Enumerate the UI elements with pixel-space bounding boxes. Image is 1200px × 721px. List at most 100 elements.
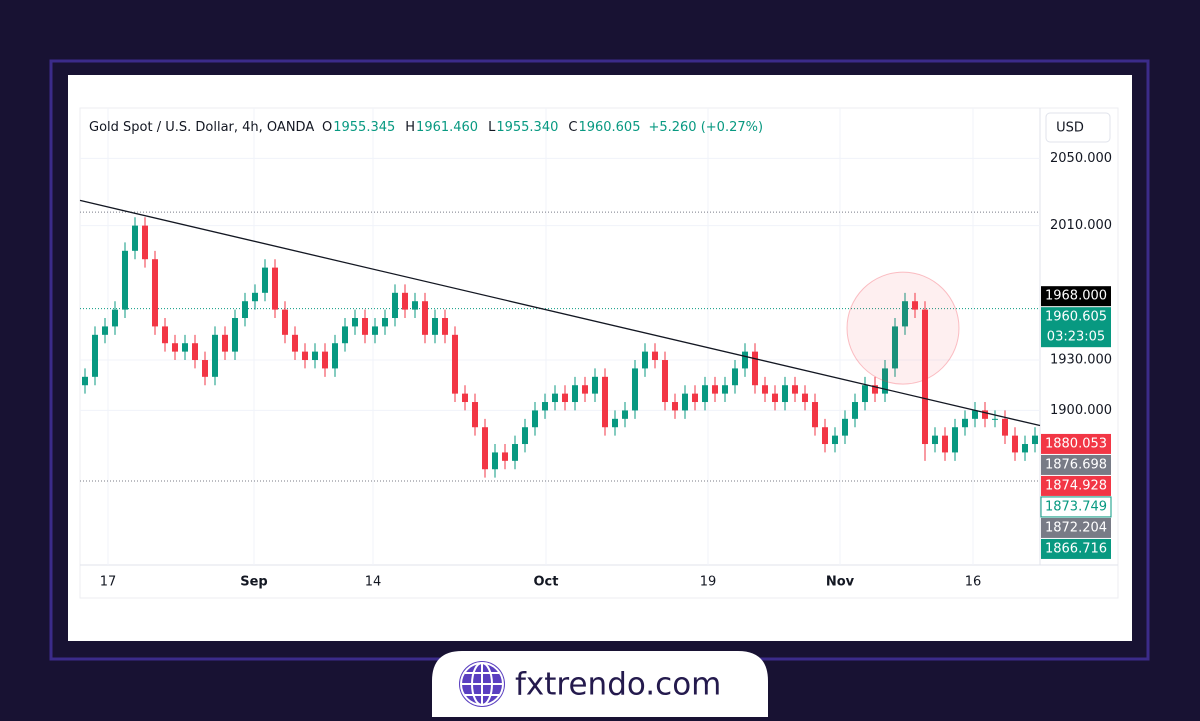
- candle-body: [732, 368, 738, 386]
- candle-body: [912, 301, 918, 310]
- price-tag: [1041, 538, 1111, 559]
- legend-key: O: [322, 120, 332, 135]
- candle-body: [662, 360, 668, 403]
- candle-body: [522, 427, 528, 445]
- candle-body: [192, 343, 198, 361]
- legend-value: 1955.345: [333, 120, 395, 135]
- currency[interactable]: USD: [1056, 121, 1084, 136]
- candle-body: [252, 292, 258, 302]
- x-tick-label: 16: [965, 575, 982, 590]
- price-tag-label: 1880.053: [1045, 436, 1107, 451]
- panel: [68, 75, 1132, 641]
- chart-border: [79, 107, 1119, 599]
- candle-body: [742, 351, 748, 369]
- x-tick-label: 14: [365, 575, 382, 590]
- candle-body: [542, 402, 548, 411]
- price-tag-timer: 03:23:05: [1047, 330, 1105, 345]
- plot: 1900.000 1930.000 2010.000 2050.000 17 Sep 14 O…: [79, 108, 1112, 590]
- candle-body: [702, 385, 708, 403]
- candle-body: [952, 427, 958, 453]
- candle-body: [562, 393, 568, 403]
- candle-body: [422, 301, 428, 335]
- candle-body: [982, 410, 988, 419]
- price-tag-label: 1866.716: [1045, 541, 1107, 556]
- candle-body: [292, 334, 298, 352]
- legend-key: L: [488, 120, 496, 135]
- candle-body: [682, 393, 688, 411]
- price-tag: [1041, 307, 1111, 348]
- candle-body: [452, 334, 458, 394]
- legend-value: 1955.340: [496, 120, 558, 135]
- price-tag: [1040, 496, 1112, 518]
- candle-body: [102, 326, 108, 335]
- candle-body: [222, 334, 228, 352]
- candle-body: [112, 309, 118, 327]
- candle-body: [782, 385, 788, 403]
- candle-body: [722, 385, 728, 394]
- candle-body: [512, 444, 518, 461]
- candle-body: [652, 351, 658, 361]
- candle-body: [1012, 435, 1018, 453]
- candle-body: [202, 360, 208, 377]
- candle-body: [212, 334, 218, 377]
- candle-body: [352, 318, 358, 327]
- trendline: [79, 199, 1041, 427]
- price-tag: [1041, 433, 1111, 454]
- legend-value: +5.260 (+0.27%): [648, 120, 763, 135]
- candle-body: [1002, 418, 1008, 436]
- candle-body: [972, 410, 978, 419]
- legend-key: C: [568, 120, 577, 135]
- candle-body: [532, 410, 538, 428]
- candle-body: [392, 292, 398, 319]
- highlight-circle: [846, 271, 960, 385]
- legend-value: 1960.605: [578, 120, 640, 135]
- legend-value: 1961.460: [416, 120, 478, 135]
- legend-key: H: [405, 120, 415, 135]
- candle-body: [582, 385, 588, 394]
- ohlc-legend: Gold Spot / U.S. Dollar, 4h, OANDA O1955.…: [89, 120, 763, 135]
- candle-body: [132, 225, 138, 251]
- candle-body: [172, 343, 178, 352]
- candle-body: [232, 318, 238, 352]
- candle-body: [482, 427, 488, 470]
- candle-body: [932, 435, 938, 445]
- candle-body: [382, 318, 388, 327]
- candle-body: [672, 402, 678, 411]
- candle-body: [162, 326, 168, 344]
- candle-body: [572, 385, 578, 403]
- candle-body: [832, 435, 838, 445]
- price-tag: [1041, 475, 1111, 496]
- candle-body: [602, 376, 608, 428]
- x-tick-label: Nov: [826, 575, 855, 590]
- price-tag-label: 1960.605: [1045, 310, 1107, 325]
- candle-body: [632, 368, 638, 411]
- candle-body: [502, 452, 508, 461]
- x-tick-label: Sep: [240, 575, 268, 590]
- candle-body: [1022, 444, 1028, 453]
- x-tick-label: 17: [100, 575, 117, 590]
- candle-body: [412, 301, 418, 310]
- x-tick-label: 19: [700, 575, 717, 590]
- candle-body: [182, 343, 188, 352]
- candle-body: [442, 318, 448, 335]
- candle-body: [152, 259, 158, 327]
- candle-body: [1032, 435, 1038, 445]
- candle-body: [892, 326, 898, 369]
- price-tag-label: 1872.204: [1045, 520, 1107, 535]
- globe-icon: [459, 661, 505, 707]
- candle-body: [992, 418, 998, 420]
- candle-body: [122, 250, 128, 310]
- price-tag-label: 1876.698: [1045, 457, 1107, 472]
- currency-box[interactable]: [1045, 112, 1111, 143]
- candle-body: [592, 376, 598, 394]
- price-tag-label: 1873.749: [1045, 499, 1107, 514]
- candle-body: [402, 292, 408, 310]
- candle-body: [772, 393, 778, 403]
- candle-body: [922, 309, 928, 445]
- candle-body: [472, 402, 478, 428]
- candle-body: [862, 385, 868, 403]
- candle-body: [262, 267, 268, 293]
- candle-body: [362, 318, 368, 335]
- price-tag-label: 1874.928: [1045, 478, 1107, 493]
